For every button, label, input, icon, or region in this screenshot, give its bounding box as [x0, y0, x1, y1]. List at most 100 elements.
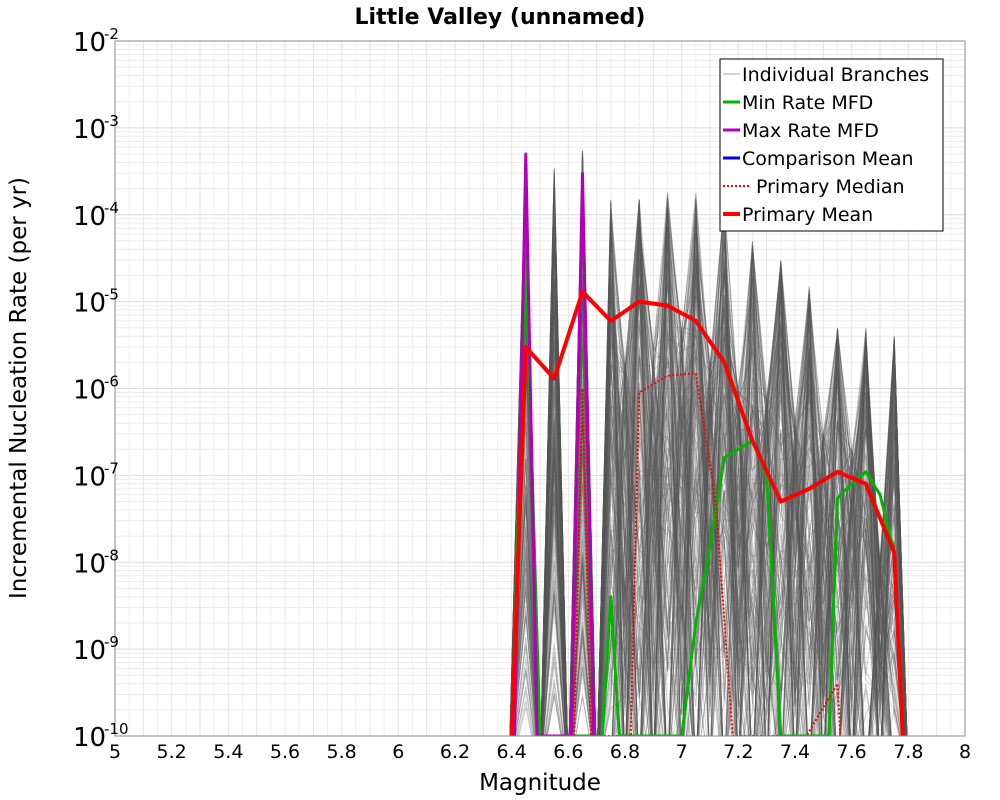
- branch-line: [540, 176, 904, 736]
- branch-line: [509, 192, 907, 736]
- branch-line: [509, 216, 908, 736]
- branch-line: [511, 200, 907, 736]
- branch-line: [511, 263, 903, 736]
- x-tick-label: 7.2: [723, 741, 753, 763]
- y-tick-label: 10: [73, 28, 106, 58]
- y-tick-exponent: -6: [104, 373, 119, 391]
- branch-line: [509, 166, 906, 736]
- legend-label: Individual Branches: [742, 64, 929, 86]
- y-tick-exponent: -10: [104, 720, 129, 738]
- branch-line: [509, 171, 906, 736]
- y-tick-exponent: -9: [104, 633, 119, 651]
- x-tick-label: 5.8: [327, 741, 357, 763]
- y-tick-label: 10: [73, 289, 106, 319]
- x-tick-label: 7.8: [893, 741, 923, 763]
- legend-label: Min Rate MFD: [742, 92, 873, 114]
- branch-line: [509, 201, 901, 736]
- branch-line: [509, 260, 906, 736]
- x-tick-label: 5.2: [157, 741, 187, 763]
- branch-line: [509, 195, 907, 736]
- branch-line: [509, 171, 908, 736]
- branch-line: [509, 247, 906, 736]
- branch-line: [510, 186, 908, 736]
- branch-line: [509, 197, 908, 736]
- branch-line: [509, 195, 908, 736]
- branch-line: [510, 374, 907, 736]
- branch-line: [510, 309, 901, 736]
- branch-line: [511, 200, 908, 736]
- x-tick-label: 8: [959, 741, 971, 763]
- branch-line: [509, 172, 908, 736]
- x-tick-label: 7.4: [780, 741, 810, 763]
- branch-line: [510, 211, 906, 736]
- branch-line: [509, 214, 891, 736]
- branch-line: [509, 202, 906, 736]
- branch-line: [510, 222, 902, 736]
- branch-line: [515, 304, 908, 736]
- branch-line: [572, 223, 906, 736]
- series-primary-median: [573, 372, 842, 736]
- x-tick-label: 5.6: [270, 741, 300, 763]
- y-tick-label: 10: [73, 202, 106, 232]
- y-tick-exponent: -4: [104, 199, 119, 217]
- y-tick-exponent: -3: [104, 112, 119, 130]
- branch-line: [509, 232, 908, 736]
- x-tick-labels: 5 5.2 5.4 5.6 5.8 6 6.2 6.4 6.6 6.8 7 7.2 7.4 7.6 7.8 8: [109, 741, 971, 763]
- branch-line: [510, 246, 907, 736]
- branch-line: [511, 269, 907, 736]
- chart-title: Little Valley (unnamed): [355, 5, 646, 30]
- series-lines: [509, 152, 905, 736]
- branch-line: [509, 155, 908, 736]
- branch-line: [570, 200, 905, 736]
- branch-line: [542, 203, 906, 736]
- y-tick-exponent: -7: [104, 459, 119, 477]
- branch-line: [509, 226, 905, 736]
- branch-line: [511, 278, 907, 736]
- branch-line: [509, 162, 907, 736]
- branch-line: [509, 194, 907, 736]
- series-primary-mean: [509, 289, 905, 736]
- branch-line: [512, 260, 908, 736]
- branch-line: [511, 199, 906, 736]
- branch-line: [512, 202, 907, 736]
- branch-line: [510, 203, 885, 736]
- branch-line: [540, 232, 908, 736]
- legend-label: Comparison Mean: [742, 148, 914, 170]
- legend: Individual Branches Min Rate MFD Max Rate …: [719, 58, 944, 232]
- legend-label: Primary Mean: [742, 204, 873, 226]
- branch-line: [509, 200, 892, 736]
- branch-line: [510, 291, 908, 736]
- y-tick-label: 10: [73, 115, 106, 145]
- branch-line: [509, 159, 907, 736]
- x-tick-label: 6: [392, 741, 404, 763]
- branch-line: [544, 199, 878, 736]
- branch-line: [510, 365, 906, 736]
- y-tick-exponent: -8: [104, 546, 119, 564]
- x-tick-label: 6.4: [497, 741, 527, 763]
- branch-line: [541, 207, 908, 736]
- branch-line: [512, 270, 904, 736]
- branch-line: [541, 248, 874, 736]
- branch-line: [510, 309, 908, 736]
- x-tick-label: 7.6: [837, 741, 867, 763]
- series-max-rate-mfd: [513, 152, 596, 736]
- branch-line: [509, 269, 889, 736]
- branch-line: [510, 205, 890, 736]
- branch-line: [509, 224, 906, 736]
- y-tick-label: 10: [73, 376, 106, 406]
- x-tick-label: 5.4: [213, 741, 243, 763]
- branch-line: [541, 254, 908, 736]
- legend-box: [719, 58, 944, 232]
- x-tick-label: 6.8: [610, 741, 640, 763]
- x-tick-label: 6.6: [553, 741, 583, 763]
- branch-line: [509, 197, 906, 736]
- y-tick-exponent: -5: [104, 286, 119, 304]
- branch-line: [541, 198, 892, 736]
- x-axis-label: Magnitude: [479, 770, 601, 796]
- plot-frame: [114, 40, 966, 737]
- branch-line: [512, 265, 908, 736]
- branch-line: [509, 199, 908, 736]
- branch-line: [509, 192, 908, 736]
- branch-line: [509, 197, 907, 736]
